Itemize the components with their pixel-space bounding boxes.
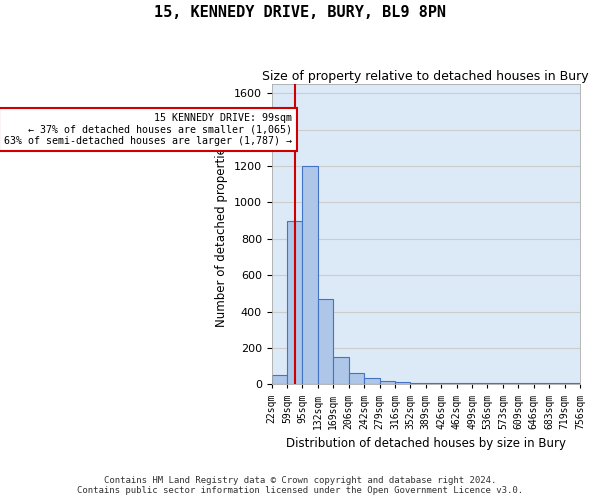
Bar (302, 166, 318, 384)
Bar (426, 382, 441, 384)
Bar (333, 357, 349, 384)
Bar (287, 220, 302, 384)
Text: Contains HM Land Registry data © Crown copyright and database right 2024.
Contai: Contains HM Land Registry data © Crown c… (77, 476, 523, 495)
Title: Size of property relative to detached houses in Bury: Size of property relative to detached ho… (262, 70, 589, 83)
Text: 15, KENNEDY DRIVE, BURY, BL9 8PN: 15, KENNEDY DRIVE, BURY, BL9 8PN (154, 5, 446, 20)
Text: 15 KENNEDY DRIVE: 99sqm
← 37% of detached houses are smaller (1,065)
63% of semi: 15 KENNEDY DRIVE: 99sqm ← 37% of detache… (4, 114, 292, 146)
Y-axis label: Number of detached properties: Number of detached properties (215, 142, 228, 328)
Bar (318, 299, 333, 384)
X-axis label: Distribution of detached houses by size in Bury: Distribution of detached houses by size … (286, 437, 566, 450)
Bar (364, 378, 380, 384)
Bar (272, 376, 287, 384)
Bar (349, 374, 364, 384)
Bar (380, 380, 395, 384)
Bar (395, 382, 410, 384)
Bar (410, 382, 426, 384)
